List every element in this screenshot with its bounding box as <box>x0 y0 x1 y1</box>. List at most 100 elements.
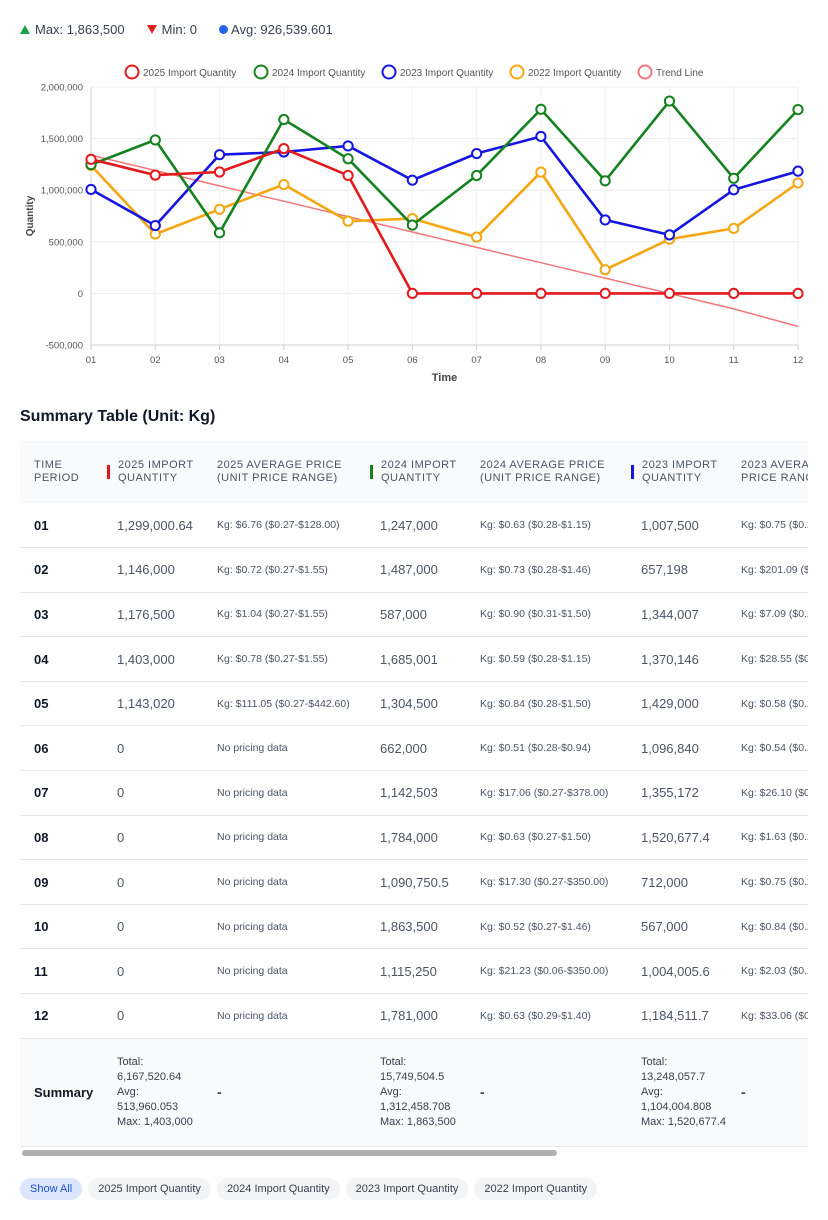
x-tick-label: 09 <box>600 355 611 366</box>
cell-quantity: 567,000 <box>641 919 688 935</box>
table-row: 03 1,176,500 Kg: $1.04 ($0.27-$1.55) 587,00… <box>20 592 808 637</box>
summary-table: Time Period 2025 Import Quantity 2025 Aver… <box>20 441 808 1147</box>
summary-dash-text: - <box>480 1083 485 1100</box>
data-point <box>728 184 740 196</box>
cell-quantity: 1,299,000.64 <box>117 517 193 533</box>
header-label: 2023 Average Price (Unit Price Range) <box>741 459 808 484</box>
data-point <box>663 229 676 241</box>
cell-quantity: 1,247,000 <box>380 517 438 533</box>
x-tick-label: 10 <box>664 355 675 366</box>
data-point <box>149 219 161 232</box>
cell-quantity: 0 <box>117 874 125 890</box>
series-line-1 <box>90 99 799 235</box>
filter-2024[interactable]: 2024 Import Quantity <box>216 1178 340 1200</box>
cell-period: 10 <box>34 919 49 935</box>
filter-show-all[interactable]: Show All <box>20 1178 83 1200</box>
header-label: 2024 Average Price (Unit Price Range) <box>480 459 605 484</box>
cell-period: 08 <box>34 829 49 845</box>
table-header-row: Time Period 2025 Import Quantity 2025 Aver… <box>20 441 808 503</box>
horizontal-scrollbar[interactable] <box>20 1148 808 1158</box>
cell-price: Kg: $0.84 ($0.28-$1.50) <box>480 697 591 710</box>
cell-quantity: 587,000 <box>380 606 427 622</box>
cell-quantity: 1,344,007 <box>641 606 699 622</box>
y-tick-label: -500,000 <box>45 341 83 352</box>
cell-price: No pricing data <box>217 920 288 933</box>
data-point <box>663 95 676 107</box>
cell-quantity: 1,090,750.5 <box>380 874 449 890</box>
summary-max: Max: 1,863,500 <box>380 1115 456 1128</box>
summary-stats-y2023: Total: 13,248,057.7 Avg: 1,104,004.808 Max… <box>627 1038 727 1146</box>
cell-price: Kg: $0.51 ($0.28-$0.94) <box>480 742 591 755</box>
summary-table-title: Summary Table (Unit: Kg) <box>20 408 216 425</box>
avg-stat: Avg: 926,539.601 <box>219 22 333 37</box>
summary-avg: Avg: 1,312,458.708 <box>380 1085 451 1113</box>
data-point <box>471 231 483 243</box>
cell-quantity: 1,429,000 <box>641 696 699 712</box>
cell-price: Kg: $1.04 ($0.27-$1.55) <box>217 608 328 621</box>
cell-price: No pricing data <box>217 876 288 889</box>
x-tick-label: 05 <box>343 355 354 366</box>
cell-quantity: 1,146,000 <box>117 562 175 578</box>
filter-2023[interactable]: 2023 Import Quantity <box>345 1178 469 1200</box>
cell-period: 11 <box>34 963 48 979</box>
header-col-6: 2023 Average Price (Unit Price Range) <box>727 441 808 503</box>
cell-price: Kg: $0.58 ($0.27-$1.15) <box>741 697 808 710</box>
cell-quantity: 1,403,000 <box>117 651 175 667</box>
data-point <box>471 287 483 299</box>
series-line-3 <box>90 164 799 271</box>
cell-price: No pricing data <box>217 965 288 978</box>
data-point <box>792 177 804 189</box>
data-point <box>535 103 547 115</box>
cell-quantity: 1,784,000 <box>380 829 438 845</box>
cell-quantity: 1,176,500 <box>117 606 175 622</box>
legend-label: 2024 Import Quantity <box>272 68 365 79</box>
x-tick-label: 12 <box>793 355 804 366</box>
cell-price: Kg: $0.90 ($0.31-$1.50) <box>480 608 591 621</box>
cell-period: 12 <box>34 1008 49 1024</box>
series-line-2 <box>90 135 799 237</box>
cell-price: Kg: $6.76 ($0.27-$128.00) <box>217 519 340 532</box>
max-stat-label: Max: 1,863,500 <box>35 21 125 37</box>
filter-2025[interactable]: 2025 Import Quantity <box>88 1178 211 1200</box>
summary-stats-y2024: Total: 15,749,504.5 Avg: 1,312,458.708 Max… <box>366 1038 466 1146</box>
cell-price: Kg: $0.59 ($0.28-$1.15) <box>480 653 591 666</box>
data-point <box>342 153 354 165</box>
x-tick-label: 06 <box>407 355 418 366</box>
x-axis-title: Time <box>432 372 457 384</box>
table-row: 11 0 No pricing data 1,115,250 Kg: $21.23 ($… <box>20 949 808 994</box>
data-point <box>342 140 354 152</box>
y-tick-label: 1,000,000 <box>41 186 83 197</box>
data-point <box>599 214 611 226</box>
cell-price: Kg: $0.72 ($0.27-$1.55) <box>217 563 328 576</box>
data-point <box>599 287 611 299</box>
summary-dash-text: - <box>741 1083 746 1100</box>
filter-2022[interactable]: 2022 Import Quantity <box>474 1178 598 1200</box>
data-point <box>471 169 483 182</box>
series-color-marker <box>370 465 373 479</box>
cell-period: 04 <box>34 651 49 667</box>
x-tick-label: 02 <box>150 355 161 366</box>
summary-table-container[interactable]: Time Period 2025 Import Quantity 2025 Aver… <box>20 441 808 1147</box>
x-tick-label: 01 <box>86 355 97 366</box>
data-point <box>149 134 161 146</box>
header-label: 2024 Import Quantity <box>381 459 457 484</box>
data-point <box>471 147 483 160</box>
cell-price: Kg: $0.52 ($0.27-$1.46) <box>480 920 591 933</box>
cell-price: Kg: $2.03 ($0.27-$25.00) <box>741 965 808 978</box>
scrollbar-thumb[interactable] <box>22 1150 557 1156</box>
cell-quantity: 712,000 <box>641 874 688 890</box>
header-label: Time Period <box>34 459 80 484</box>
data-point <box>213 227 226 239</box>
min-stat: Min: 0 <box>146 22 197 37</box>
max-up-triangle-icon <box>20 24 30 34</box>
legend-marker <box>509 64 525 80</box>
cell-quantity: 1,143,020 <box>117 696 175 712</box>
line-chart: -500,000 0 500,000 1,000,000 1,500,000 2,000,… <box>25 64 804 384</box>
cell-quantity: 1,004,005.6 <box>641 963 710 979</box>
cell-period: 01 <box>34 517 49 533</box>
table-row: 02 1,146,000 Kg: $0.72 ($0.27-$1.55) 1,487,… <box>20 548 808 593</box>
cell-quantity: 0 <box>117 829 125 845</box>
summary-label: Summary <box>20 1038 103 1146</box>
cell-price: Kg: $111.05 ($0.27-$442.60) <box>217 697 350 710</box>
series-line-0 <box>90 147 798 295</box>
